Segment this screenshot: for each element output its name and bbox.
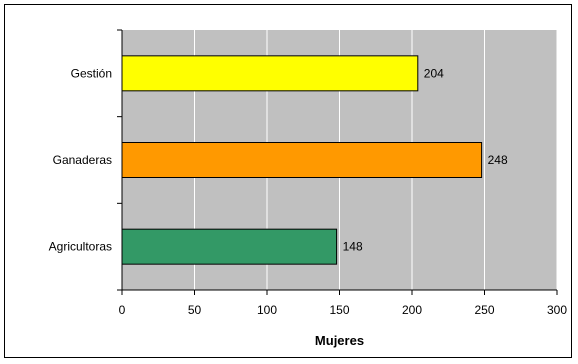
x-axis-ticks: 0 50 100 150 200 250 300: [117, 29, 567, 317]
bars: [121, 55, 483, 265]
x-axis-title: Mujeres: [315, 333, 364, 348]
category-label: Ganaderas: [53, 153, 112, 167]
data-label: 204: [424, 66, 444, 80]
data-label: 248: [488, 153, 508, 167]
x-tick-label: 250: [474, 303, 494, 317]
bar-0: [121, 55, 419, 92]
bar-2: [121, 228, 338, 265]
category-label: Gestión: [71, 66, 112, 80]
x-tick-label: 100: [257, 303, 277, 317]
data-label: 148: [343, 240, 363, 254]
x-tick-label: 0: [119, 303, 126, 317]
x-tick-label: 300: [547, 303, 567, 317]
category-label: Agricultoras: [49, 240, 112, 254]
category-labels: Gestión Ganaderas Agricultoras: [49, 66, 112, 253]
x-tick-label: 200: [402, 303, 422, 317]
bar-1: [121, 142, 483, 178]
x-tick-label: 50: [188, 303, 202, 317]
data-labels: 204 248 148: [343, 66, 508, 253]
x-tick-label: 150: [329, 303, 349, 317]
